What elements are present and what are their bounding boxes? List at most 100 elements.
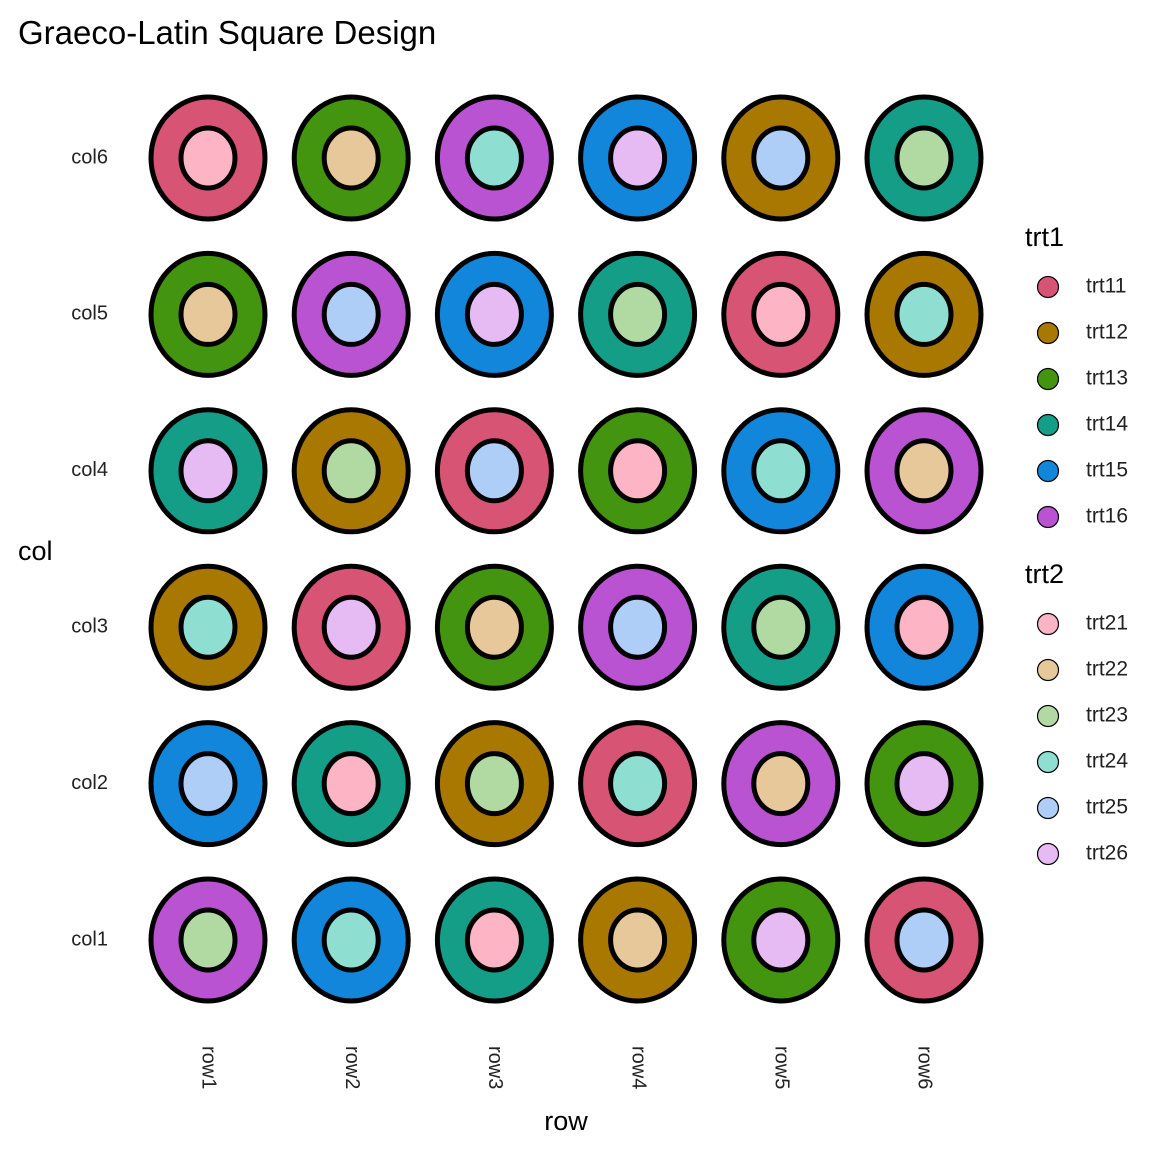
legend-label: trt11: [1086, 275, 1126, 298]
legend-key: [1036, 612, 1060, 636]
point-inner-trt26: [894, 751, 954, 817]
y-tick-label: col1: [71, 928, 108, 950]
data-point: [864, 876, 984, 1004]
x-axis-title: row: [544, 1106, 588, 1136]
legend-key: [1036, 658, 1060, 682]
point-inner-trt23: [751, 594, 811, 660]
legend-title: trt1: [1025, 222, 1064, 252]
data-point: [864, 250, 984, 378]
point-inner-trt26: [608, 125, 668, 191]
y-axis-ticks: col1 col2 col3 col4 col5 col6: [71, 146, 108, 950]
legend-key: [1036, 413, 1060, 437]
legend-label: trt22: [1086, 658, 1128, 681]
legend-key: [1036, 459, 1060, 483]
legend-label: trt13: [1086, 367, 1128, 390]
data-point: [291, 407, 411, 535]
point-inner-trt24: [464, 125, 524, 191]
data-point: [578, 720, 698, 848]
legend-label: trt16: [1086, 505, 1128, 528]
x-tick-label: row2: [341, 1046, 363, 1089]
point-inner-trt26: [178, 438, 238, 504]
point-inner-trt26: [751, 907, 811, 973]
point-inner-trt21: [894, 594, 954, 660]
legend-key: [1036, 275, 1060, 299]
point-inner-trt25: [751, 125, 811, 191]
data-point: [148, 876, 268, 1004]
point-inner-trt21: [178, 125, 238, 191]
point-inner-trt25: [178, 751, 238, 817]
legend-label: trt26: [1086, 842, 1128, 865]
point-inner-trt25: [894, 907, 954, 973]
x-tick-label: row3: [484, 1046, 506, 1089]
legend-label: trt24: [1086, 750, 1128, 773]
data-point: [434, 250, 554, 378]
data-point: [148, 720, 268, 848]
point-inner-trt23: [178, 907, 238, 973]
point-inner-trt21: [608, 438, 668, 504]
point-inner-trt26: [321, 594, 381, 660]
point-inner-trt22: [894, 438, 954, 504]
legend-key: [1036, 750, 1060, 774]
point-inner-trt22: [608, 907, 668, 973]
data-point: [434, 407, 554, 535]
legend-key: [1036, 842, 1060, 866]
legend-trt2: trt2 trt21 trt22 trt23 trt24 trt25 trt26: [1025, 559, 1128, 866]
data-point: [434, 720, 554, 848]
legend-label: trt15: [1086, 459, 1128, 482]
legend-title: trt2: [1025, 559, 1064, 589]
point-inner-trt24: [894, 281, 954, 347]
data-point: [864, 407, 984, 535]
data-point: [864, 720, 984, 848]
legend-label: trt12: [1086, 321, 1128, 344]
point-inner-trt24: [751, 438, 811, 504]
data-point: [434, 876, 554, 1004]
legend-key: [1036, 796, 1060, 820]
point-inner-trt22: [751, 751, 811, 817]
y-tick-label: col6: [71, 146, 108, 168]
legend-key: [1036, 321, 1060, 345]
point-inner-trt23: [321, 438, 381, 504]
x-axis-ticks: row1 row2 row3 row4 row5 row6: [198, 1046, 936, 1089]
point-inner-trt23: [464, 751, 524, 817]
data-point: [721, 407, 841, 535]
data-point: [291, 250, 411, 378]
data-point: [578, 250, 698, 378]
legend-label: trt25: [1086, 796, 1128, 819]
data-point: [148, 250, 268, 378]
point-inner-trt24: [608, 751, 668, 817]
data-point: [864, 94, 984, 222]
point-inner-trt22: [321, 125, 381, 191]
y-tick-label: col4: [71, 459, 108, 481]
point-inner-trt25: [608, 594, 668, 660]
data-point: [578, 563, 698, 691]
data-point: [864, 563, 984, 691]
point-inner-trt21: [321, 751, 381, 817]
point-inner-trt22: [178, 281, 238, 347]
x-tick-label: row6: [914, 1046, 936, 1089]
data-point: [434, 94, 554, 222]
point-inner-trt25: [321, 281, 381, 347]
data-point: [148, 407, 268, 535]
data-point: [578, 876, 698, 1004]
legend-key: [1036, 704, 1060, 728]
point-inner-trt25: [464, 438, 524, 504]
legend-label: trt23: [1086, 704, 1128, 727]
data-point: [291, 876, 411, 1004]
data-point: [148, 94, 268, 222]
point-inner-trt21: [464, 907, 524, 973]
y-tick-label: col5: [71, 303, 108, 325]
point-inner-trt22: [464, 594, 524, 660]
plot-points: [148, 94, 984, 1004]
y-tick-label: col3: [71, 615, 108, 637]
x-tick-label: row4: [627, 1046, 649, 1089]
data-point: [721, 876, 841, 1004]
data-point: [291, 563, 411, 691]
data-point: [721, 250, 841, 378]
data-point: [721, 94, 841, 222]
legend-key: [1036, 505, 1060, 529]
legend-key: [1036, 367, 1060, 391]
point-inner-trt26: [464, 281, 524, 347]
point-inner-trt23: [894, 125, 954, 191]
chart-title: Graeco-Latin Square Design: [18, 14, 436, 51]
